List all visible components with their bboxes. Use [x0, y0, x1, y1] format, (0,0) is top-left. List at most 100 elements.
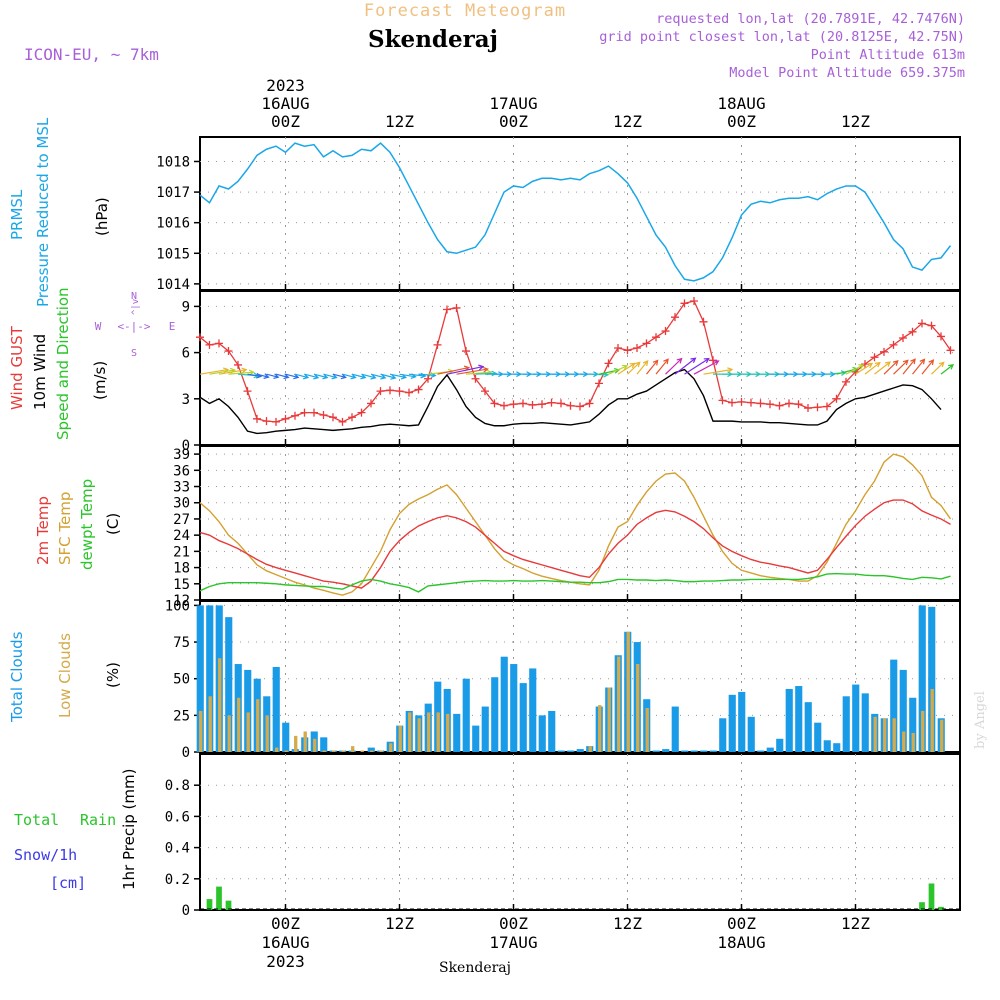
- compass-west: W: [95, 320, 102, 333]
- panel-frame: [199, 753, 961, 911]
- wind-arrow: [845, 364, 865, 375]
- gust-marker: [576, 402, 584, 411]
- total-cloud-bar: [852, 684, 860, 752]
- total-cloud-bar: [462, 678, 470, 752]
- wind-panel-labels: Wind GUST 10m Wind Speed and Direction (…: [8, 287, 175, 440]
- low-cloud-bar: [446, 713, 450, 752]
- gust-marker: [870, 353, 879, 362]
- wind-arrow: [636, 360, 649, 375]
- total-cloud-bar: [538, 715, 546, 752]
- panels: 1014101510161017101803691215182124273033…: [156, 136, 961, 919]
- wind-arrow: [294, 373, 310, 380]
- y-tick-label: 9: [182, 299, 190, 315]
- y-tick-label: 27: [173, 512, 190, 528]
- total-cloud-bar: [206, 605, 214, 752]
- gust-marker: [652, 333, 660, 342]
- top-date-label: 16AUG: [261, 94, 309, 113]
- y-tick-label: 12: [173, 593, 190, 609]
- total-cloud-bar: [747, 716, 755, 752]
- total-cloud-bar: [196, 605, 204, 752]
- total-cloud-bar: [928, 606, 936, 752]
- low-cloud-bar: [436, 712, 440, 752]
- gust-marker: [709, 356, 717, 365]
- y-tick-label: 1018: [156, 154, 190, 170]
- total-cloud-bar: [671, 706, 679, 752]
- wind-arrow: [855, 362, 874, 375]
- wind-arrow: [665, 357, 683, 375]
- wind-arrow: [342, 373, 357, 380]
- temp-unit: (C): [104, 513, 122, 535]
- total-cloud-bar: [272, 666, 280, 752]
- total-cloud-bar: [738, 691, 746, 752]
- total-cloud-bar: [899, 669, 907, 752]
- gust-marker: [756, 399, 765, 408]
- total-cloud-bar: [709, 750, 717, 752]
- low-cloud-bar: [294, 735, 298, 752]
- gust-marker: [585, 399, 594, 408]
- wind-arrow: [266, 373, 280, 380]
- y-tick-label: 24: [173, 528, 190, 544]
- total-cloud-bar: [510, 664, 518, 752]
- low-cloud-bar: [636, 664, 640, 752]
- wind-arrow: [874, 361, 892, 375]
- total-cloud-bar: [842, 696, 850, 752]
- y-tick-label: 0.2: [165, 872, 190, 888]
- pressure-unit: (hPa): [93, 197, 111, 236]
- gust-marker: [899, 333, 907, 342]
- speed-dir-label: Speed and Direction: [54, 287, 72, 440]
- total-cloud-bar: [244, 669, 252, 752]
- wind-arrow: [304, 373, 320, 380]
- tsfc-label: SFC Temp: [56, 492, 74, 565]
- bottom-date-label: 16AUG: [261, 933, 309, 952]
- low-cloud-bar: [237, 697, 241, 752]
- y-tick-label: 100: [165, 598, 190, 614]
- total-cloud-bar: [776, 738, 784, 752]
- low-cloud-bar: [360, 750, 364, 752]
- rain-bar: [225, 900, 232, 910]
- gust-marker: [462, 347, 470, 356]
- chart-supertitle: Forecast Meteogram: [364, 1, 566, 21]
- low-cloud-bar: [598, 705, 602, 752]
- precip-unit: 1hr Precip (mm): [120, 769, 138, 890]
- total-cloud-bar: [567, 750, 575, 752]
- top-year-label: 2023: [266, 76, 305, 95]
- total-clouds-label: Total Clouds: [8, 631, 26, 723]
- bottom-year-label: 2023: [266, 952, 305, 971]
- gust-marker: [728, 398, 736, 407]
- total-cloud-bar: [814, 722, 822, 752]
- gust-marker: [918, 319, 926, 328]
- temperature-panel-labels: 2m Temp SFC Temp dewpt Temp (C): [34, 479, 122, 570]
- low-cloud-bar: [379, 750, 383, 752]
- requested-coords: requested lon,lat (20.7891E, 42.7476N): [656, 11, 965, 27]
- gust-marker: [690, 297, 698, 306]
- total-cloud-bar: [662, 749, 670, 752]
- gust-marker: [633, 343, 641, 352]
- gust-marker: [547, 398, 556, 407]
- bottom-hour-label: 00Z: [727, 914, 756, 933]
- gust-marker: [528, 400, 537, 409]
- low-cloud-bar: [626, 631, 630, 752]
- y-tick-label: 0: [182, 745, 190, 761]
- gust-marker: [823, 402, 831, 411]
- prmsl-series-line: [199, 142, 952, 282]
- y-tick-label: 3: [182, 392, 190, 408]
- total-cloud-bar: [320, 737, 328, 752]
- total-cloud-bar: [804, 702, 812, 752]
- rain-label: Rain: [80, 811, 116, 829]
- wind-arrow: [228, 369, 255, 376]
- gust-marker: [319, 410, 328, 419]
- low-cloud-bar: [389, 743, 393, 752]
- y-tick-label: 25: [173, 708, 190, 724]
- y-tick-label: 30: [173, 496, 190, 512]
- temp-2m-series-line: [199, 499, 951, 589]
- total-cloud-bar: [519, 683, 527, 752]
- wind-arrow: [902, 358, 916, 375]
- pressure-panel: 1014 1015 1016 1017 1018: [156, 136, 961, 293]
- low-cloud-bar: [208, 696, 212, 752]
- total-cloud-bar: [690, 750, 698, 752]
- total-cloud-bar: [225, 617, 233, 752]
- gust-marker: [329, 413, 337, 422]
- gust-marker: [243, 387, 252, 396]
